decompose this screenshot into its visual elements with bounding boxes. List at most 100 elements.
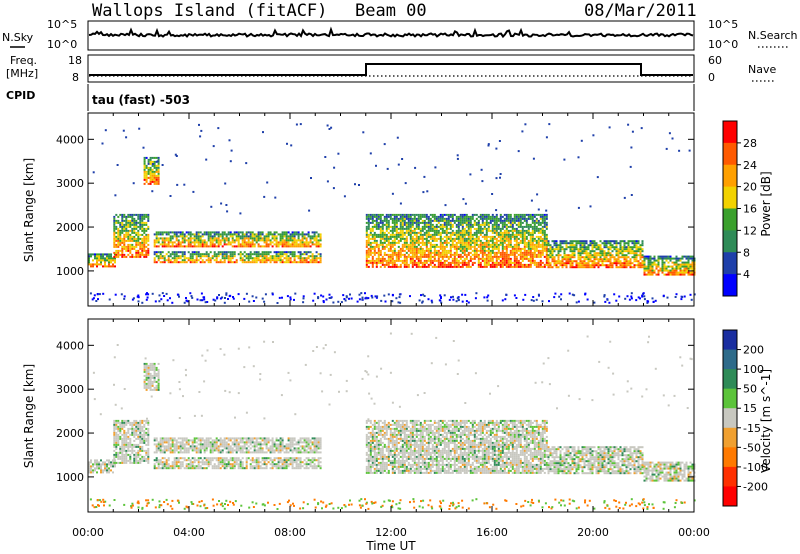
echo-cell — [395, 265, 398, 268]
echo-cell — [215, 245, 218, 248]
echo-cell — [477, 223, 480, 226]
echo-cell — [583, 242, 586, 245]
echo-cell — [439, 219, 442, 222]
echo-cell — [235, 233, 238, 236]
echo-cell — [367, 239, 370, 242]
echo-cell — [659, 255, 662, 258]
echo-cell — [231, 237, 234, 240]
echo-cell — [131, 227, 134, 230]
echo-cell — [551, 258, 554, 261]
echo-cell — [115, 431, 118, 434]
echo-cell — [423, 265, 426, 268]
echo-cell — [395, 229, 398, 232]
echo-cell — [589, 240, 592, 243]
echo-cell — [477, 257, 480, 260]
echo-cell — [237, 245, 240, 248]
ground-scatter-cell — [608, 301, 611, 304]
speckle-cell — [630, 194, 633, 196]
echo-cell — [411, 245, 414, 248]
echo-cell — [445, 243, 448, 246]
echo-cell — [463, 251, 466, 254]
echo-cell — [137, 249, 140, 252]
echo-cell — [455, 229, 458, 232]
echo-cell — [431, 245, 434, 248]
echo-cell — [367, 217, 370, 220]
echo-cell — [479, 263, 482, 266]
echo-cell — [141, 245, 144, 248]
echo-cell — [539, 265, 542, 268]
echo-cell — [487, 249, 490, 252]
echo-cell — [509, 221, 512, 224]
echo-cell — [539, 237, 542, 240]
echo-cell — [153, 241, 156, 244]
echo-cell — [311, 259, 314, 262]
echo-cell — [104, 469, 106, 472]
echo-cell — [455, 243, 458, 246]
echo-cell — [96, 253, 98, 256]
echo-cell — [497, 235, 500, 238]
echo-cell — [255, 251, 258, 254]
echo-cell — [88, 263, 90, 266]
echo-cell — [233, 231, 236, 234]
echo-cell — [305, 261, 308, 264]
echo-cell — [143, 174, 146, 177]
echo-cell — [415, 227, 418, 230]
echo-cell — [317, 261, 320, 264]
echo-cell — [539, 217, 542, 220]
speckle-cell — [354, 183, 356, 186]
echo-cell — [539, 243, 542, 246]
echo-cell — [100, 257, 102, 260]
echo-cell — [407, 231, 410, 234]
echo-cell — [485, 243, 488, 246]
echo-cell — [373, 241, 376, 244]
echo-cell — [135, 433, 138, 436]
echo-cell — [543, 247, 546, 250]
echo-cell — [603, 242, 606, 245]
echo-cell — [271, 259, 274, 262]
echo-cell — [147, 172, 150, 175]
echo-cell — [319, 255, 322, 258]
ground-scatter-cell — [439, 294, 442, 297]
echo-cell — [467, 221, 470, 224]
echo-cell — [249, 241, 252, 244]
echo-cell — [129, 225, 132, 228]
ground-scatter-cell — [651, 297, 654, 300]
echo-cell — [543, 235, 546, 238]
echo-cell — [165, 237, 168, 240]
echo-cell — [649, 257, 652, 260]
echo-cell — [395, 233, 398, 236]
echo-cell — [459, 243, 462, 246]
echo-cell — [143, 172, 146, 175]
echo-cell — [691, 267, 694, 270]
echo-cell — [131, 447, 134, 450]
echo-cell — [487, 247, 490, 250]
cpid-label: CPID — [6, 89, 35, 102]
echo-cell — [239, 237, 242, 240]
echo-cell — [211, 241, 214, 244]
echo-cell — [501, 241, 504, 244]
echo-cell — [317, 235, 320, 238]
echo-cell — [415, 241, 418, 244]
echo-cell — [253, 235, 256, 238]
echo-cell — [541, 233, 544, 236]
echo-cell — [599, 248, 602, 251]
echo-cell — [259, 259, 262, 262]
echo-cell — [603, 258, 606, 261]
ground-scatter-cell — [421, 300, 424, 303]
echo-cell — [431, 259, 434, 262]
echo-cell — [481, 219, 484, 222]
echo-cell — [621, 252, 624, 255]
echo-cell — [539, 231, 542, 234]
echo-cell — [157, 370, 160, 373]
echo-cell — [517, 261, 520, 264]
echo-cell — [627, 246, 630, 249]
echo-cell — [379, 265, 382, 268]
echo-cell — [171, 257, 174, 260]
echo-cell — [311, 243, 314, 246]
echo-cell — [411, 257, 414, 260]
echo-cell — [599, 252, 602, 255]
echo-cell — [127, 239, 130, 242]
echo-cell — [515, 237, 518, 240]
ground-scatter-cell — [108, 298, 111, 301]
echo-cell — [435, 219, 438, 222]
